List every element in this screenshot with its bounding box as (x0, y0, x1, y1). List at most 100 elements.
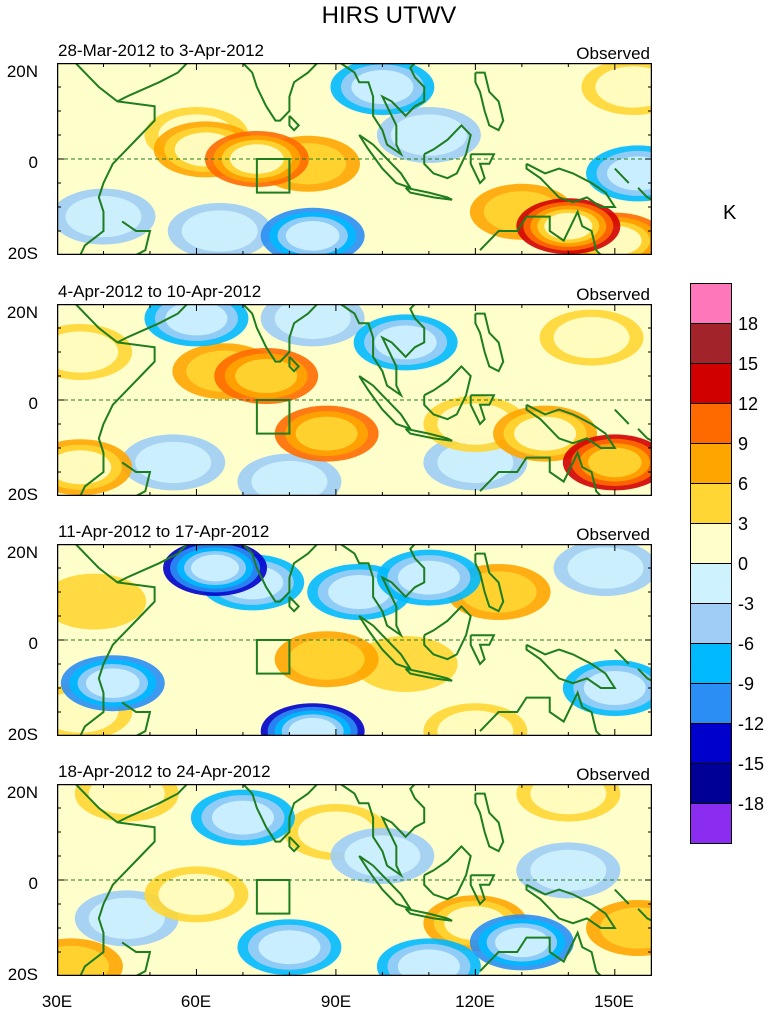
anomaly-contour (374, 325, 437, 360)
coastline (233, 544, 319, 603)
colorbar-swatch (690, 323, 732, 364)
colorbar-swatch (690, 363, 732, 404)
anomaly-contour (135, 441, 212, 484)
colorbar-swatch (690, 763, 732, 804)
colorbar-swatch (690, 443, 732, 484)
anomaly-contour (285, 221, 340, 251)
lat-label-20n: 20N (6, 783, 38, 802)
coastline (474, 552, 505, 613)
coastline (614, 648, 630, 665)
focus-region-box (255, 879, 291, 915)
lon-label-30e: 30E (41, 992, 73, 1011)
anomaly-contour (469, 83, 574, 139)
colorbar-label: 15 (738, 354, 759, 374)
anomaly-contour (397, 949, 460, 976)
colorbar-swatch (690, 523, 732, 564)
anomaly-contour (158, 873, 235, 916)
coastline (637, 668, 652, 682)
anomaly-contour (514, 416, 577, 451)
anomaly-contour (57, 573, 147, 630)
anomaly-map (57, 304, 652, 496)
colorbar-label: 3 (738, 514, 749, 534)
lat-label-20s: 20S (7, 965, 38, 984)
coastline (339, 544, 426, 639)
coastline (288, 115, 301, 132)
lat-label-20n: 20N (6, 303, 38, 322)
coastline (469, 874, 496, 906)
focus-region-box (255, 399, 291, 435)
coastline (404, 427, 453, 442)
lon-label-150e: 150E (594, 992, 634, 1011)
coastline (423, 604, 472, 661)
coastline (288, 836, 301, 853)
lat-label-20n: 20N (6, 62, 38, 81)
coastline (288, 356, 301, 373)
coastline (121, 701, 152, 736)
anomaly-contour (530, 849, 607, 892)
coastline (525, 162, 617, 208)
lon-label-120e: 120E (455, 992, 495, 1011)
coastline (479, 690, 602, 736)
coastline (57, 63, 156, 255)
colorbar-label: -9 (738, 674, 755, 694)
colorbar-swatch (690, 803, 732, 844)
coastline (423, 123, 472, 180)
coastline (474, 312, 505, 373)
map-panel-2: 4-Apr-2012 to 10-Apr-2012 Observed (0, 282, 690, 522)
coastline (479, 930, 602, 976)
coastline (233, 63, 319, 122)
anomaly-map (57, 63, 652, 255)
anomaly-contour (544, 212, 593, 240)
lat-label-eq: 0 (28, 153, 38, 172)
anomaly-contour (295, 416, 358, 451)
coastline (57, 544, 156, 736)
anomaly-map (57, 544, 652, 736)
anomaly-contour (57, 945, 109, 976)
coastline (404, 186, 453, 201)
coastline (525, 883, 617, 929)
lat-label-20s: 20S (7, 725, 38, 744)
colorbar-label: 12 (738, 394, 759, 414)
anomaly-contour (258, 930, 321, 965)
coastline (525, 643, 617, 689)
anomaly-map (57, 784, 652, 976)
colorbar-units: K (723, 202, 737, 224)
anomaly-contour (553, 316, 630, 359)
anomaly-contour (607, 156, 652, 191)
coastline (469, 634, 496, 666)
coastline (116, 304, 188, 344)
anomaly-contour (288, 638, 365, 680)
anomaly-contour (567, 547, 644, 589)
lat-label-20n: 20N (6, 543, 38, 562)
map-panel-3: 11-Apr-2012 to 17-Apr-2012 Observed (0, 522, 690, 762)
lat-label-20s: 20S (7, 244, 38, 263)
lon-label-90e: 90E (320, 992, 352, 1011)
panel-date-range: 28-Mar-2012 to 3-Apr-2012 (58, 41, 265, 60)
anomaly-contour (397, 560, 460, 595)
anomaly-contour (235, 359, 298, 393)
panel-status: Observed (576, 765, 650, 784)
coastline (121, 461, 152, 496)
colorbar-swatch (690, 643, 732, 684)
coastline (423, 844, 472, 901)
colorbar-label: 6 (738, 474, 749, 494)
colorbar-swatch (690, 723, 732, 764)
anomaly-contour (165, 304, 228, 336)
lon-label-60e: 60E (180, 992, 212, 1011)
coastline (469, 153, 496, 185)
coastline (57, 784, 156, 976)
anomaly-contour (344, 835, 421, 877)
coastline (404, 907, 453, 922)
panel-status: Observed (576, 285, 650, 304)
focus-region-box (255, 639, 291, 675)
coastline (121, 220, 152, 255)
colorbar-swatch (690, 563, 732, 604)
anomaly-contour (191, 554, 240, 582)
anomaly-contour (57, 828, 109, 884)
lat-label-eq: 0 (28, 874, 38, 893)
panel-status: Observed (576, 525, 650, 544)
coastline (339, 63, 426, 158)
colorbar-label: -15 (738, 754, 765, 774)
coastline (57, 304, 156, 496)
coastline (614, 888, 630, 905)
